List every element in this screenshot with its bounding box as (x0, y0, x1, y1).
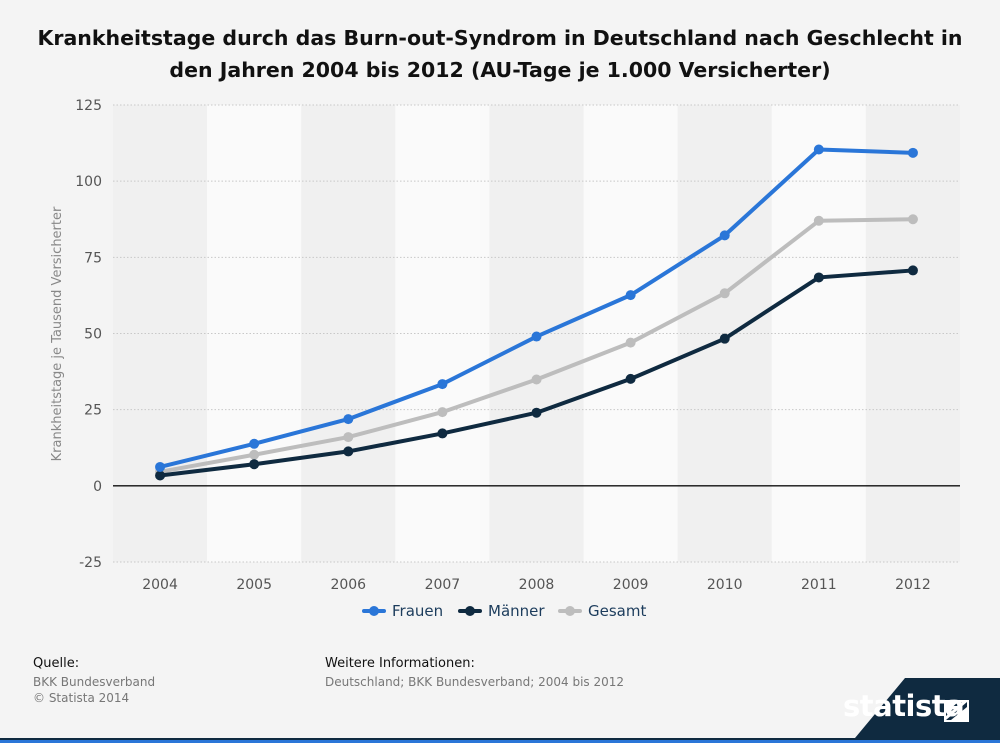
legend-swatch-marker (465, 606, 475, 616)
data-point (437, 428, 448, 439)
y-tick-label: -25 (79, 555, 102, 571)
data-point (907, 147, 918, 158)
x-axis-tick-labels: 2004 2005 2006 2007 2008 2009 2010 2011 2012 (142, 577, 931, 593)
data-point (719, 230, 730, 241)
data-point (813, 215, 824, 226)
chart-title-line-2: den Jahren 2004 bis 2012 (AU-Tage je 1.0… (169, 58, 831, 82)
more-info-label: Weitere Informationen: (325, 656, 475, 671)
data-point (719, 288, 730, 299)
data-point (813, 272, 824, 283)
data-point (249, 459, 260, 470)
data-point (531, 331, 542, 342)
x-tick-label: 2007 (425, 577, 461, 593)
chart-title-line-1: Krankheitstage durch das Burn-out-Syndro… (37, 26, 963, 50)
series-gesamt (155, 214, 918, 477)
statista-logo-icon (944, 700, 969, 722)
data-point (437, 379, 448, 390)
legend-label: Gesamt (588, 602, 646, 620)
y-tick-label: 25 (84, 403, 102, 419)
legend-item-männer: Männer (458, 602, 545, 620)
data-point (343, 414, 354, 425)
source-label: Quelle: (33, 656, 80, 671)
y-tick-label: 125 (75, 98, 102, 114)
data-point (437, 407, 448, 418)
x-tick-label: 2012 (895, 577, 931, 593)
data-point (531, 407, 542, 418)
data-point (343, 446, 354, 457)
series-frauen (155, 144, 918, 472)
data-point (531, 374, 542, 385)
y-tick-label: 50 (84, 327, 102, 343)
legend-swatch-marker (565, 606, 575, 616)
legend-item-gesamt: Gesamt (558, 602, 646, 620)
data-point (625, 290, 636, 301)
legend-swatch-marker (369, 606, 379, 616)
data-point (155, 461, 166, 472)
source-line-1: BKK Bundesverband (33, 675, 156, 689)
data-point (155, 470, 166, 481)
y-tick-label: 100 (75, 174, 102, 190)
footer-band-accent (0, 740, 1000, 743)
x-tick-label: 2009 (613, 577, 649, 593)
chart-gridlines (113, 104, 960, 563)
y-tick-label: 0 (93, 479, 102, 495)
y-axis-tick-labels: 125 100 75 50 25 0 -25 (75, 98, 102, 571)
more-info-text: Deutschland; BKK Bundesverband; 2004 bis… (325, 675, 625, 689)
legend-label: Männer (488, 602, 545, 620)
legend-item-frauen: Frauen (362, 602, 443, 620)
data-point (625, 373, 636, 384)
data-point (907, 265, 918, 276)
x-tick-label: 2010 (707, 577, 743, 593)
x-tick-label: 2004 (142, 577, 178, 593)
x-tick-label: 2006 (330, 577, 366, 593)
y-tick-label: 75 (84, 250, 102, 266)
x-tick-label: 2008 (519, 577, 555, 593)
footer-band (0, 678, 1000, 743)
brand-name[interactable]: statista (843, 689, 965, 723)
data-point (249, 449, 260, 460)
x-tick-label: 2011 (801, 577, 837, 593)
source-line-2: © Statista 2014 (33, 691, 130, 705)
series-männer (155, 265, 918, 481)
legend-label: Frauen (392, 602, 443, 620)
chart-legend: Frauen Männer Gesamt (362, 602, 646, 620)
data-point (907, 214, 918, 225)
chart-title: Krankheitstage durch das Burn-out-Syndro… (0, 22, 1000, 86)
data-point (249, 438, 260, 449)
y-axis-label: Krankheitstage je Tausend Versicherter (50, 206, 65, 461)
data-point (625, 337, 636, 348)
data-point (719, 333, 730, 344)
x-tick-label: 2005 (236, 577, 272, 593)
data-point (343, 432, 354, 443)
data-point (813, 144, 824, 155)
chart-series (155, 144, 918, 481)
